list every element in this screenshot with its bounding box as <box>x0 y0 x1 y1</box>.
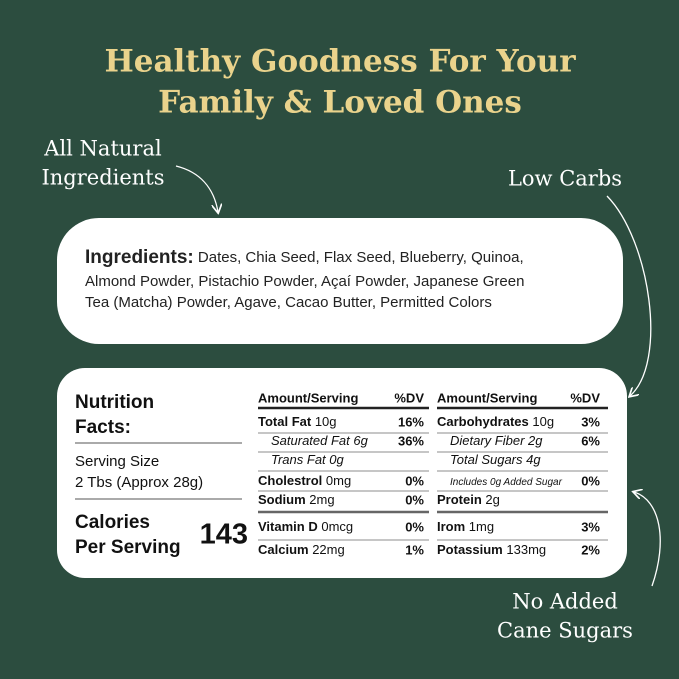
nutrient-name: Protein <box>437 492 482 507</box>
column-header: %DV <box>570 390 600 405</box>
nutrient-name: Irom <box>437 519 465 534</box>
nutrient-row: Vitamin D 0mcg <box>258 519 353 534</box>
title: Family & Loved Ones <box>158 85 522 121</box>
callout: Cane Sugars <box>497 619 633 643</box>
callout: No Added <box>512 590 618 614</box>
nutrient-amount: 0mg <box>326 473 351 488</box>
nutrient-amount: 2g <box>527 433 543 448</box>
nutrient-name: Sodium <box>258 492 306 507</box>
nutrition-title: Facts: <box>75 417 131 438</box>
nutrient-amount: 10g <box>315 414 337 429</box>
serving-value: 2 Tbs (Approx 28g) <box>75 474 203 491</box>
nutrient-name: Vitamin D <box>258 519 318 534</box>
nutrient-row: Dietary Fiber 2g <box>450 433 543 448</box>
nutrient-row: Saturated Fat 6g <box>271 433 369 448</box>
arrow <box>606 195 652 396</box>
nutrient-name: Potassium <box>437 542 503 557</box>
calories-label: Per Serving <box>75 537 181 558</box>
nutrient-dv: 0% <box>581 473 600 488</box>
nutrient-name: Total Fat <box>258 414 312 429</box>
nutrient-dv: 36% <box>398 433 424 448</box>
nutrient-dv: 1% <box>405 542 424 557</box>
nutrition-box <box>57 368 627 578</box>
nutrient-name: Calcium <box>258 542 309 557</box>
callout: Ingredients <box>41 166 164 190</box>
nutrient-row: Sodium 2mg <box>258 492 335 507</box>
nutrient-name: Saturated Fat <box>271 433 351 448</box>
nutrient-dv: 2% <box>581 542 600 557</box>
nutrition-title: Nutrition <box>75 392 154 413</box>
nutrient-row: Total Sugars 4g <box>450 452 541 467</box>
calories-label: Calories <box>75 512 150 533</box>
nutrient-row: Protein 2g <box>437 492 500 507</box>
nutrient-amount: 10g <box>532 414 554 429</box>
column-header: Amount/Serving <box>437 390 537 405</box>
nutrient-dv: 3% <box>581 414 600 429</box>
nutrient-row: Total Fat 10g <box>258 414 337 429</box>
ingredients-label: Ingredients: <box>85 247 194 268</box>
nutrient-amount: 0g <box>329 452 344 467</box>
nutrient-amount: 2mg <box>309 492 334 507</box>
arrow <box>175 165 218 212</box>
nutrient-amount: 22mg <box>312 542 345 557</box>
column-header: %DV <box>394 390 424 405</box>
nutrient-row: Potassium 133mg <box>437 542 546 557</box>
nutrient-amount: 2g <box>485 492 499 507</box>
nutrient-amount: 1mg <box>469 519 494 534</box>
ingredients-line: Ingredients: Dates, Chia Seed, Flax Seed… <box>85 247 524 268</box>
nutrient-row: Cholestrol 0mg <box>258 473 351 488</box>
nutrition-facts: Nutrition Facts: Serving Size 2 Tbs (App… <box>75 390 608 558</box>
ingredients-box <box>57 218 623 344</box>
nutrient-amount: 133mg <box>506 542 546 557</box>
nutrient-amount: 4g <box>526 452 541 467</box>
nutrient-row: Irom 1mg <box>437 519 494 534</box>
column-header: Amount/Serving <box>258 390 358 405</box>
nutrient-dv: 16% <box>398 414 424 429</box>
nutrient-dv: 3% <box>581 519 600 534</box>
nutrient-row: Includes 0g Added Sugar <box>450 477 563 488</box>
ingredients-text: Tea (Matcha) Powder, Agave, Cacao Butter… <box>85 294 492 311</box>
nutrient-dv: 6% <box>581 433 600 448</box>
nutrient-name: Cholestrol <box>258 473 322 488</box>
nutrient-name: Total Sugars <box>450 452 523 467</box>
nutrient-dv: 0% <box>405 473 424 488</box>
nutrient-row: Trans Fat 0g <box>271 452 345 467</box>
nutrient-amount: 0mcg <box>321 519 353 534</box>
nutrient-amount: 6g <box>353 433 368 448</box>
nutrient-name: Carbohydrates <box>437 414 529 429</box>
calories-value: 143 <box>200 519 248 551</box>
callout: All Natural <box>43 137 162 161</box>
callout: Low Carbs <box>508 167 622 191</box>
ingredients-text: Almond Powder, Pistachio Powder, Açaí Po… <box>85 273 524 290</box>
serving-label: Serving Size <box>75 453 159 470</box>
ingredients-text: Dates, Chia Seed, Flax Seed, Blueberry, … <box>198 249 524 266</box>
nutrient-dv: 0% <box>405 519 424 534</box>
nutrient-dv: 0% <box>405 492 424 507</box>
nutrient-row: Carbohydrates 10g <box>437 414 554 429</box>
nutrient-row: Calcium 22mg <box>258 542 345 557</box>
nutrient-name: Includes 0g Added Sugar <box>450 477 563 488</box>
arrow <box>634 492 661 587</box>
nutrient-name: Dietary Fiber <box>450 433 525 448</box>
title: Healthy Goodness For Your <box>104 44 576 80</box>
nutrient-name: Trans Fat <box>271 452 327 467</box>
